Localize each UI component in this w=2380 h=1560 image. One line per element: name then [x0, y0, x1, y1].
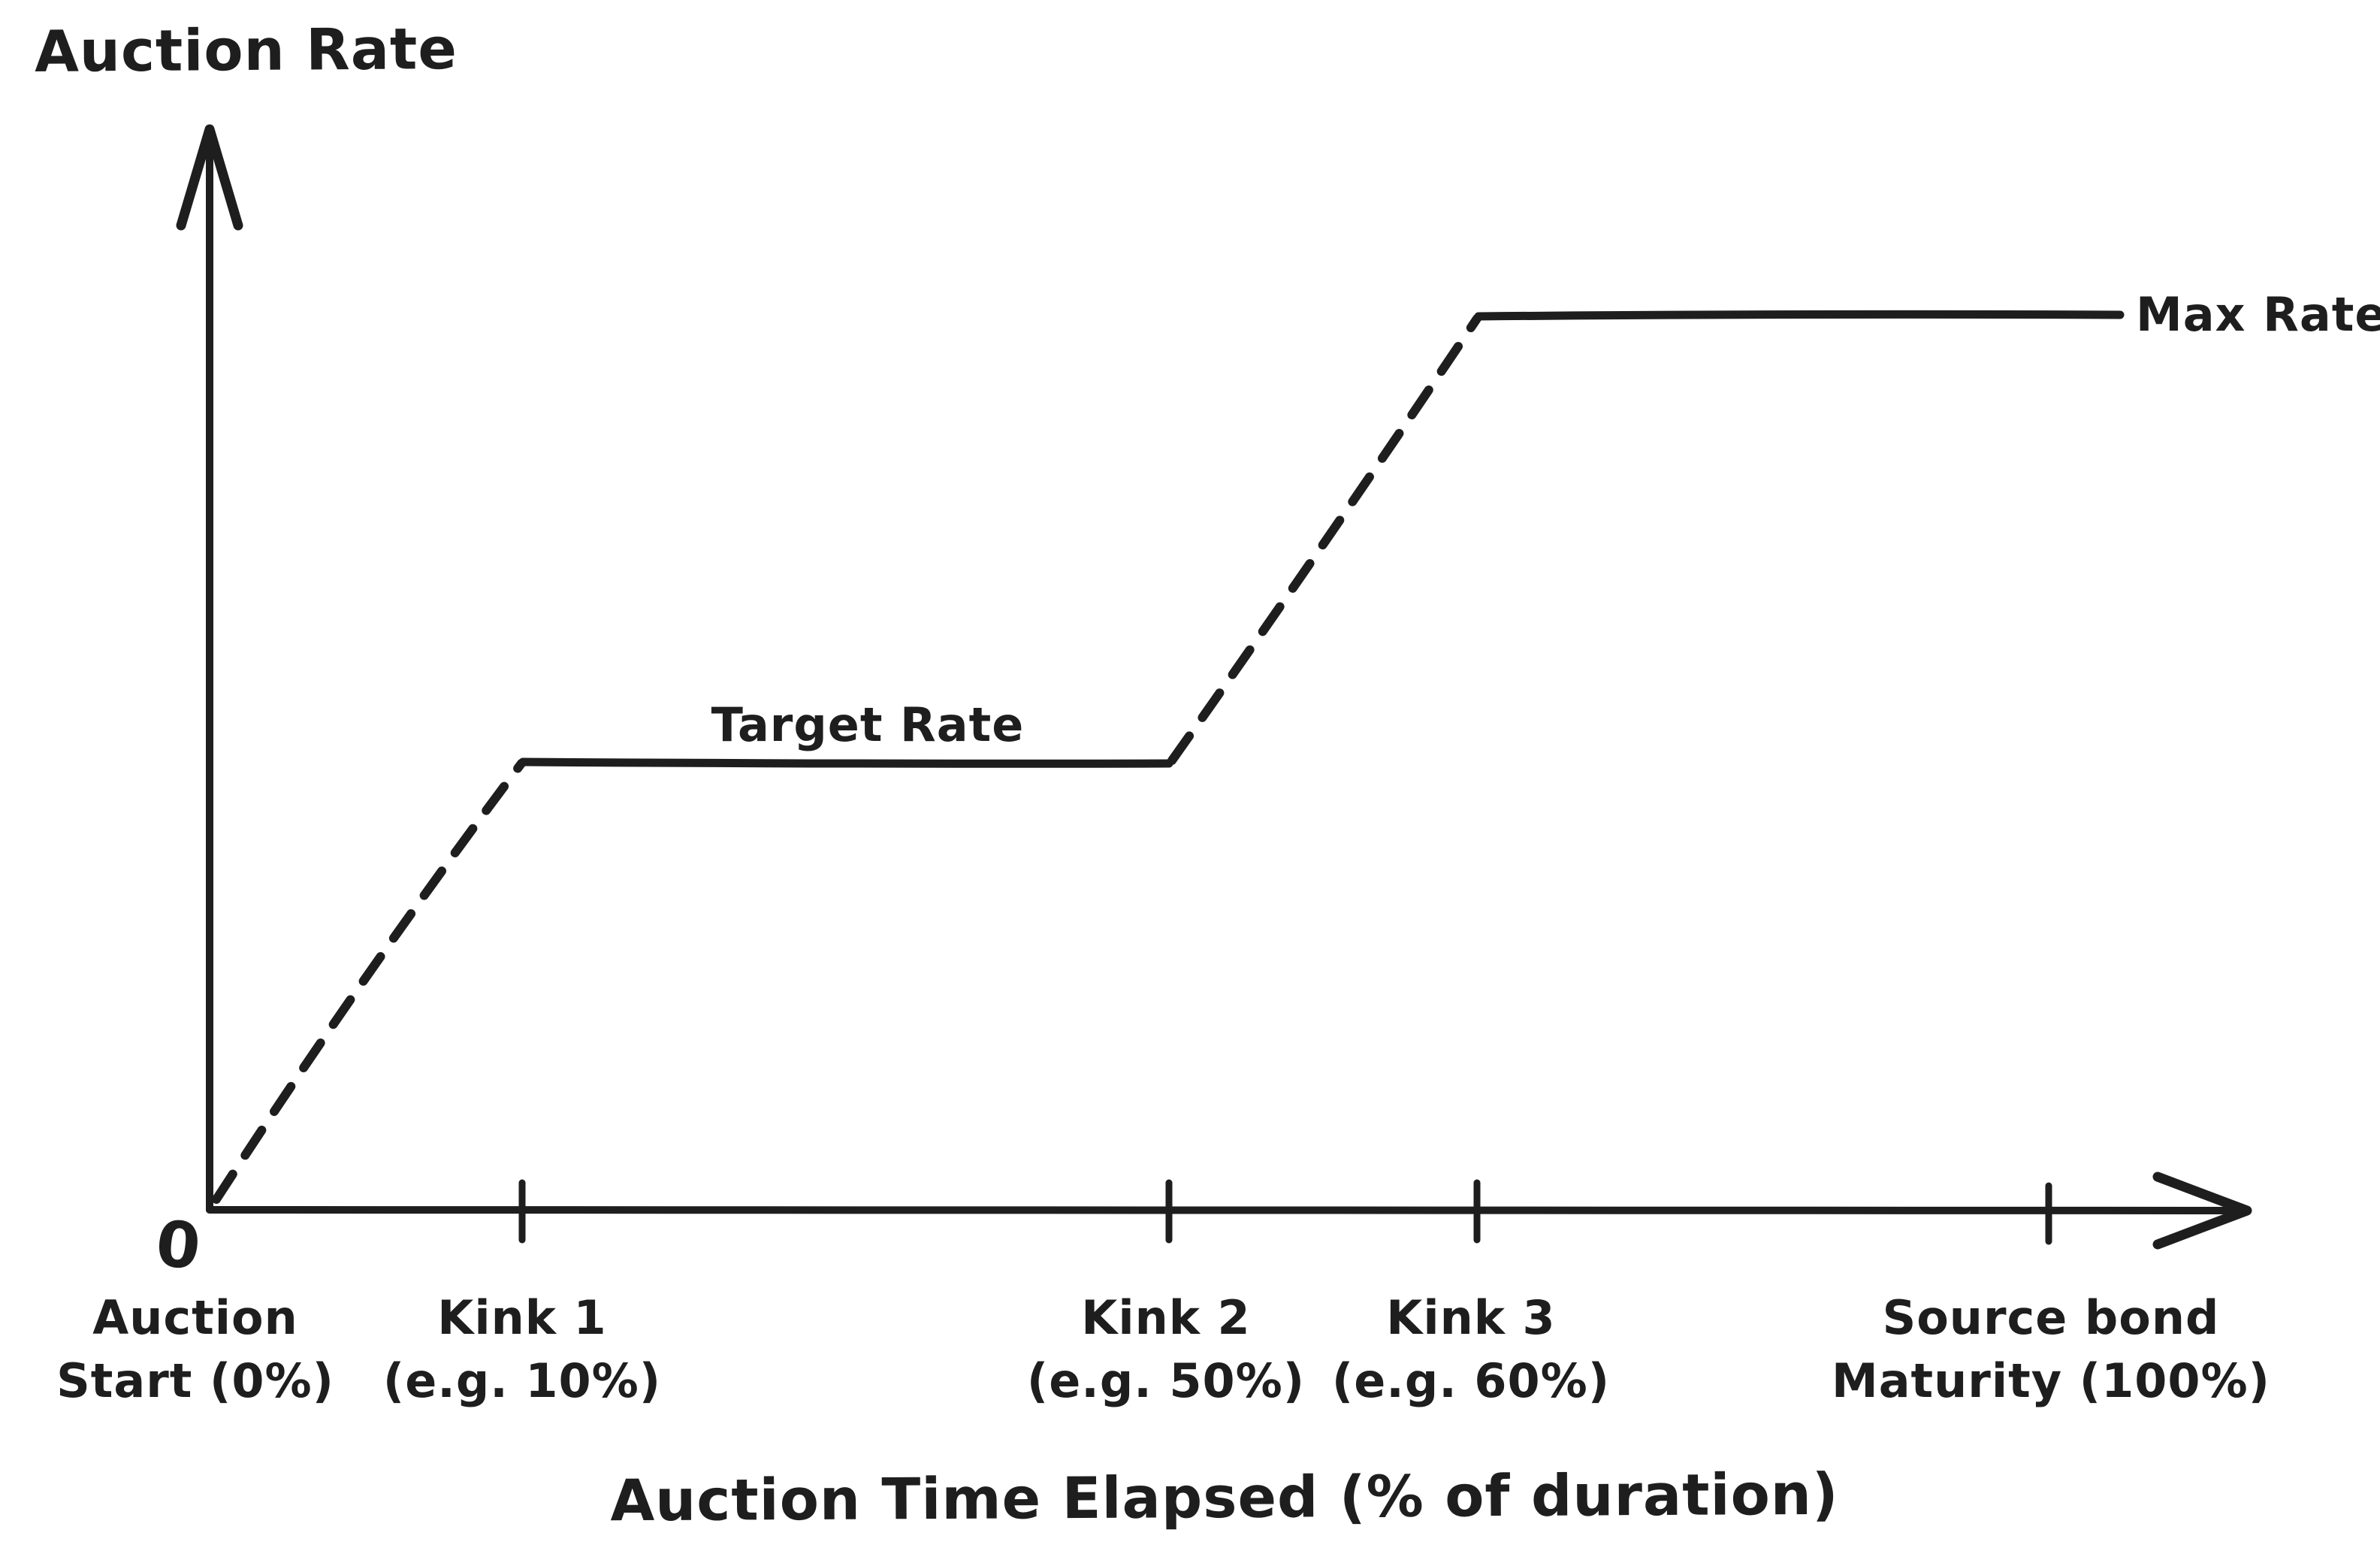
tick-label-line1: Source bond — [1882, 1290, 2220, 1345]
target-rate-label: Target Rate — [711, 697, 1025, 752]
x-tick-label-kink1: Kink 1 (e.g. 10%) — [237, 1286, 808, 1413]
tick-label-line2: (e.g. 50%) — [1026, 1353, 1306, 1408]
segment-solid-max-rate — [1474, 310, 2125, 321]
y-axis-arrowhead-icon — [176, 124, 243, 231]
max-rate-label: Max Rate — [2136, 287, 2380, 342]
tick-label-line2: (e.g. 60%) — [1331, 1353, 1611, 1408]
y-axis-title: Auction Rate — [34, 15, 458, 85]
x-tick-label-auction-start: Auction Start (0%) — [0, 1286, 481, 1413]
x-axis-line — [206, 1206, 2239, 1215]
x-tick-label-kink3: Kink 3 (e.g. 60%) — [1185, 1286, 1756, 1413]
segment-dashed-kink2-to-kink3 — [1167, 314, 1481, 765]
x-tick-label-kink2: Kink 2 (e.g. 50%) — [880, 1286, 1451, 1413]
x-tick-label-source-bond-maturity: Source bond Maturity (100%) — [1765, 1286, 2336, 1413]
tick-label-line2: Start (0%) — [56, 1353, 334, 1408]
x-axis-arrowhead-icon — [2152, 1172, 2252, 1250]
origin-zero-label: 0 — [153, 1206, 205, 1284]
tick-label-line2: Maturity (100%) — [1832, 1353, 2270, 1408]
tick-label-line1: Auction — [92, 1290, 298, 1345]
tick-label-line1: Kink 2 — [1081, 1290, 1251, 1345]
tick-label-line1: Kink 1 — [437, 1290, 607, 1345]
y-axis-line — [204, 135, 213, 1214]
segment-solid-target-rate — [518, 757, 1173, 768]
x-axis-title: Auction Time Elapsed (% of duration) — [610, 1460, 1839, 1534]
tick-label-line2: (e.g. 10%) — [382, 1353, 662, 1408]
segment-dashed-start-to-kink1 — [212, 759, 526, 1204]
tick-label-line1: Kink 3 — [1386, 1290, 1556, 1345]
